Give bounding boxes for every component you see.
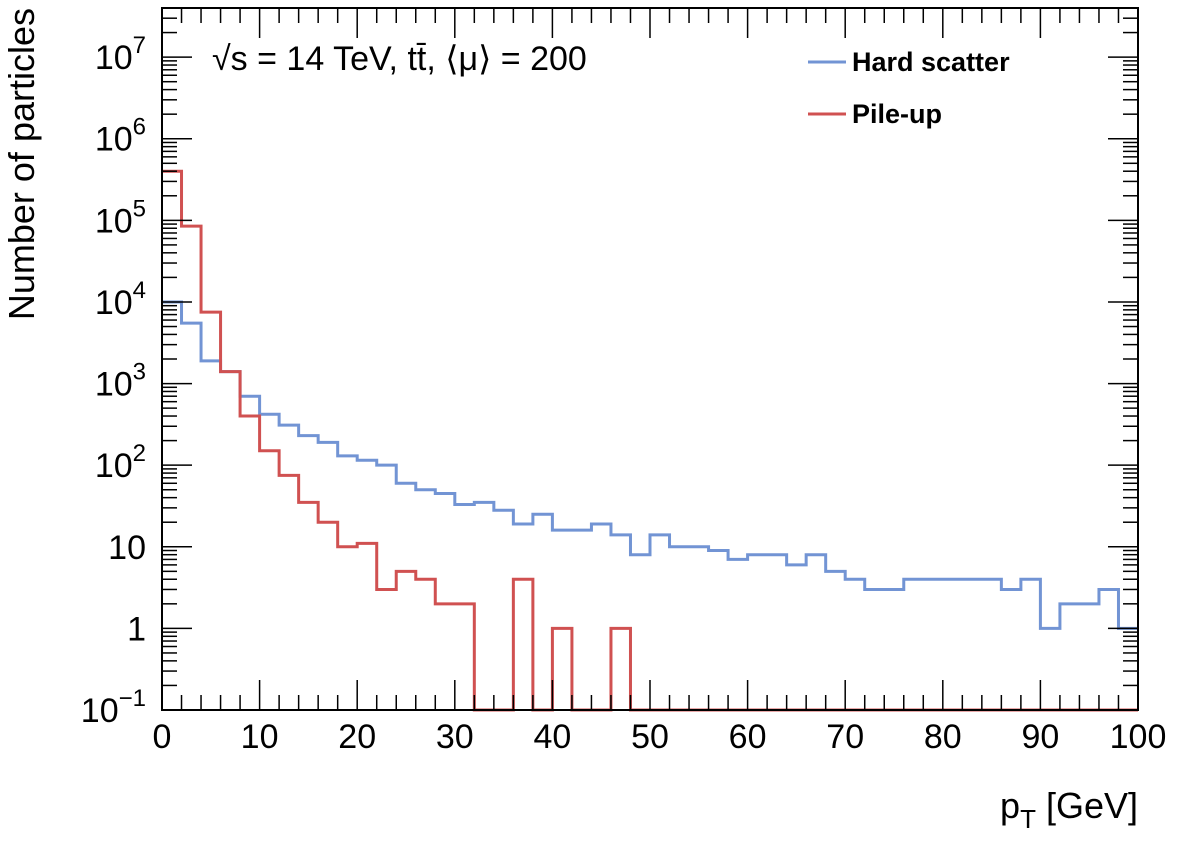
x-tick-label: 90 — [1021, 718, 1059, 756]
plot-frame — [161, 7, 1139, 711]
annotation-sqrt: √s — [212, 40, 248, 78]
y-tick-label-base: 10 — [95, 284, 133, 322]
y-tick-label-exponent: 3 — [133, 359, 146, 386]
x-axis-title-main: p — [1000, 785, 1020, 826]
y-tick-label-base: 10 — [95, 202, 133, 240]
annotation-energy: = 14 TeV, — [248, 40, 408, 78]
annotation: √s = 14 TeV, tt̄, ⟨μ⟩ = 200 — [212, 40, 587, 78]
annotation-pileup: , ⟨μ⟩ = 200 — [426, 40, 587, 78]
annotation-process: tt̄ — [407, 40, 426, 78]
y-axis-title: Number of particles — [1, 8, 42, 320]
x-tick-label: 80 — [924, 718, 962, 756]
legend-label-pile-up: Pile-up — [852, 99, 942, 129]
x-axis-title-unit: [GeV] — [1036, 785, 1138, 826]
x-tick-label: 100 — [1110, 718, 1167, 756]
y-tick-label-base: 1 — [127, 610, 146, 648]
legend-label-hard-scatter: Hard scatter — [852, 47, 1010, 77]
y-tick-label-exponent: 4 — [133, 277, 146, 304]
x-tick-label: 20 — [338, 718, 376, 756]
series-line-hard-scatter — [162, 300, 1138, 630]
x-tick-label: 30 — [436, 718, 474, 756]
y-tick-label-exponent: 7 — [133, 32, 146, 59]
y-tick-label: 10−1 — [81, 685, 146, 730]
y-tick-label: 10 — [108, 529, 146, 567]
legend: Hard scatter Pile-up — [808, 47, 1010, 129]
y-tick-label-exponent: 6 — [133, 114, 146, 141]
y-tick-label: 103 — [95, 359, 146, 404]
x-tick-label: 0 — [153, 718, 172, 756]
ticks-layer — [161, 7, 1139, 711]
y-tick-label: 104 — [95, 277, 146, 322]
x-axis-title: pT [GeV] — [1000, 785, 1138, 834]
x-axis-title-subscript: T — [1020, 804, 1036, 834]
series-line-pile-up — [162, 169, 1138, 712]
y-tick-label: 106 — [95, 114, 146, 159]
y-tick-label: 105 — [95, 195, 146, 240]
x-tick-label: 70 — [826, 718, 864, 756]
y-tick-label-base: 10 — [81, 692, 119, 730]
x-tick-label: 40 — [533, 718, 571, 756]
y-tick-label: 107 — [95, 32, 146, 77]
y-tick-label: 1 — [127, 610, 146, 648]
y-tick-label-exponent: −1 — [119, 685, 146, 712]
y-tick-label-exponent: 5 — [133, 195, 146, 222]
y-tick-label-base: 10 — [108, 529, 146, 567]
series-layer — [162, 169, 1138, 712]
tick-labels-layer: 0 10 20 30 40 50 60 70 80 90 10010−111010210310410… — [81, 32, 1167, 756]
x-tick-label: 10 — [241, 718, 279, 756]
x-tick-label: 60 — [729, 718, 767, 756]
x-tick-label: 50 — [631, 718, 669, 756]
y-tick-label-base: 10 — [95, 447, 133, 485]
y-tick-label-base: 10 — [95, 366, 133, 404]
y-tick-label-exponent: 2 — [133, 440, 146, 467]
y-tick-label-base: 10 — [95, 121, 133, 159]
y-tick-label-base: 10 — [95, 39, 133, 77]
y-tick-label: 102 — [95, 440, 146, 485]
